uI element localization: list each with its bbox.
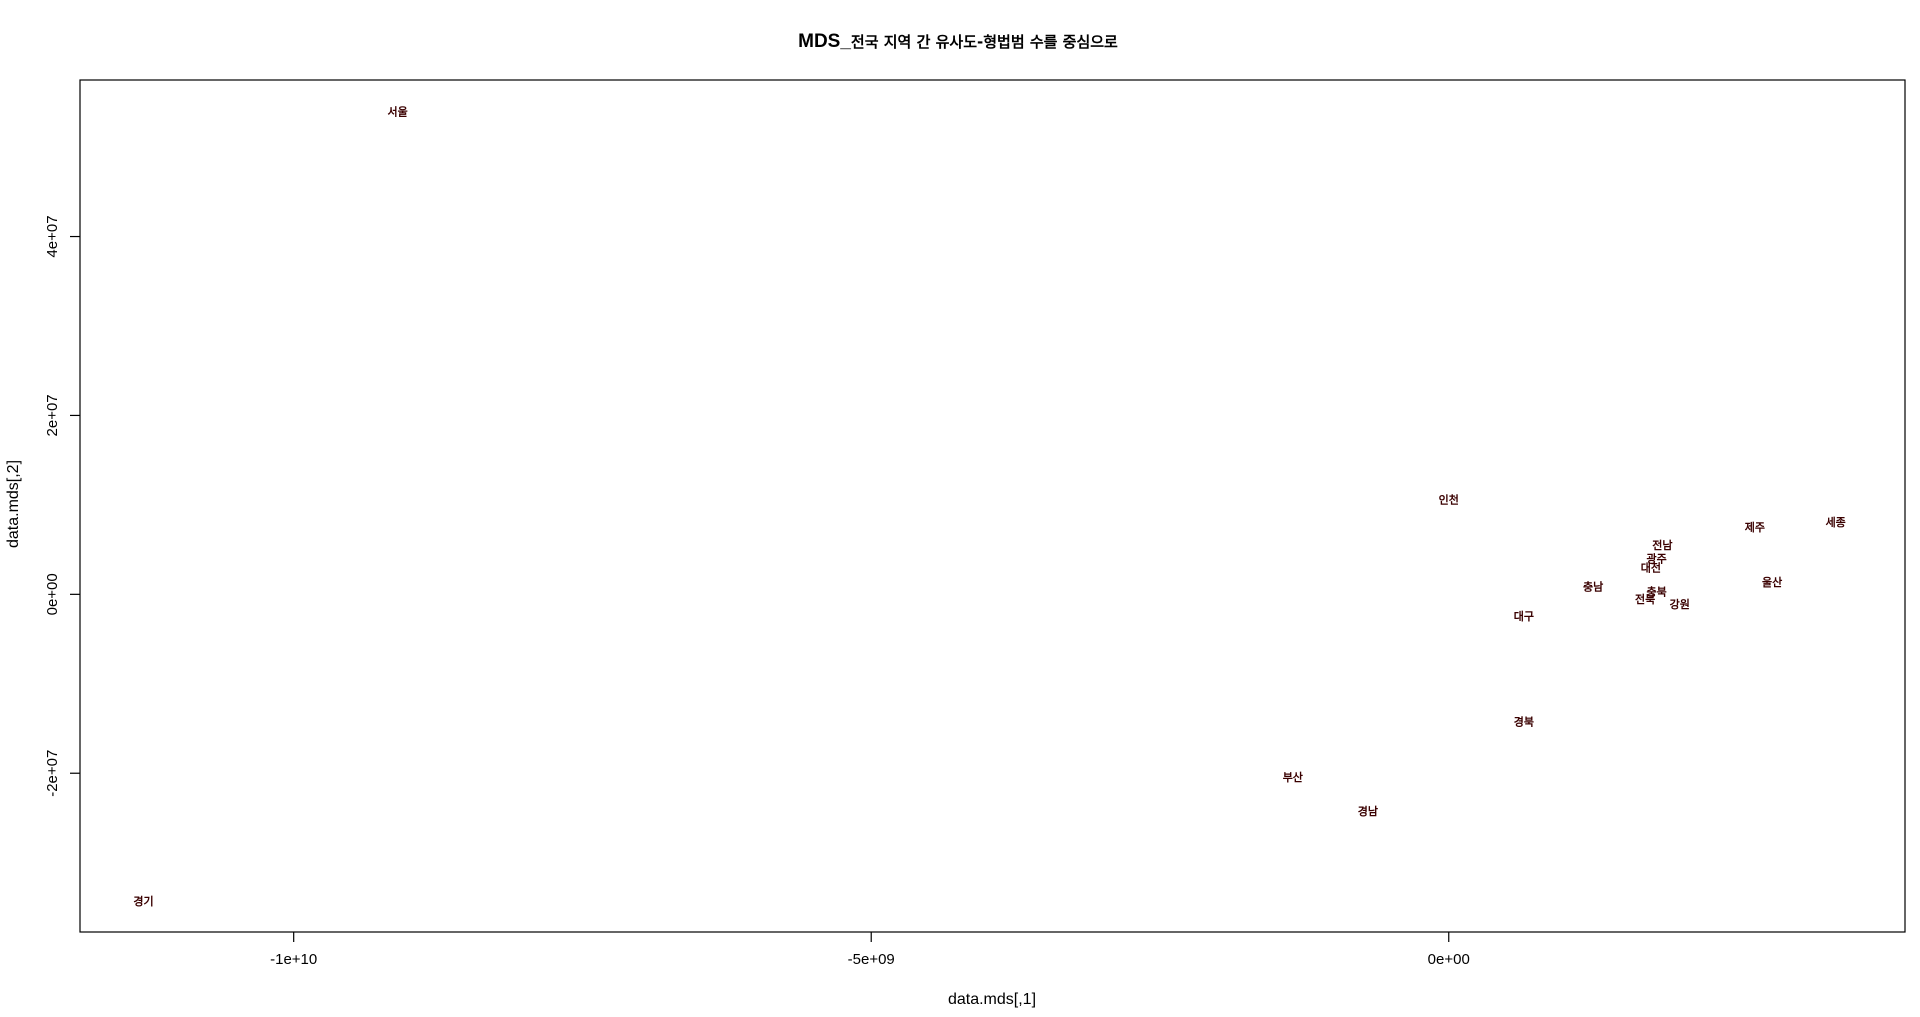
point-label: 전남	[1652, 538, 1672, 552]
y-tick-label: -2e+07	[44, 750, 61, 797]
chart-title-rest: 전국 지역 간 유사도-형법범 수를 중심으로	[851, 33, 1118, 51]
x-tick-label: -5e+09	[848, 951, 895, 968]
point-label: 대전	[1641, 560, 1661, 574]
point-label: 세종	[1826, 515, 1846, 529]
y-tick-label: 0e+00	[44, 573, 61, 615]
point-label: 인천	[1439, 493, 1459, 507]
y-axis: -2e+07 0e+00 2e+07 4e+07	[44, 215, 80, 797]
y-axis-title: data.mds[,2]	[5, 460, 22, 548]
point-label: 제주	[1745, 520, 1765, 534]
y-tick-label: 2e+07	[44, 394, 61, 436]
y-tick-label: 4e+07	[44, 215, 61, 257]
x-tick-label: -1e+10	[270, 951, 317, 968]
point-label: 강원	[1670, 597, 1690, 611]
point-label: 경기	[133, 894, 153, 908]
x-tick-label: 0e+00	[1428, 951, 1470, 968]
point-label: 충북	[1647, 585, 1667, 599]
point-label: 충남	[1583, 579, 1603, 593]
point-label: 경남	[1358, 804, 1378, 818]
plot-frame	[79, 79, 1906, 933]
x-axis-title: data.mds[,1]	[948, 991, 1036, 1008]
chart-title: MDS_전국 지역 간 유사도-형법범 수를 중심으로	[798, 31, 1118, 52]
point-label: 광주	[1647, 553, 1667, 566]
point-label: 울산	[1762, 575, 1782, 589]
point-label: 대구	[1514, 609, 1534, 623]
point-label: 전북	[1635, 592, 1655, 606]
x-axis: -1e+10 -5e+09 0e+00	[270, 932, 1470, 968]
point-label: 부산	[1283, 770, 1303, 784]
point-label: 서울	[388, 104, 408, 118]
point-label: 경북	[1514, 714, 1534, 728]
chart-title-prefix: MDS_	[798, 31, 851, 52]
